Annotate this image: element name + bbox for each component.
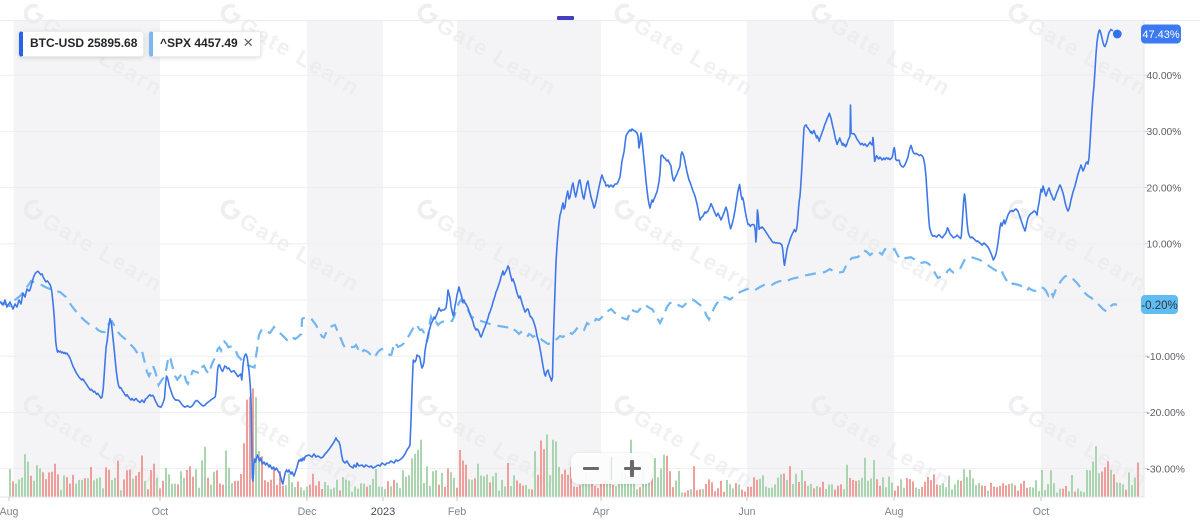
svg-text:Jun: Jun bbox=[738, 506, 755, 518]
svg-text:10.00%: 10.00% bbox=[1147, 240, 1182, 251]
svg-text:Apr: Apr bbox=[593, 506, 610, 518]
svg-text:30.00%: 30.00% bbox=[1147, 127, 1182, 138]
svg-text:-20.00%: -20.00% bbox=[1147, 408, 1185, 419]
svg-text:-10.00%: -10.00% bbox=[1147, 352, 1185, 363]
svg-text:Oct: Oct bbox=[1033, 506, 1050, 518]
svg-text:40.00%: 40.00% bbox=[1147, 71, 1182, 82]
svg-text:47.43%: 47.43% bbox=[1142, 29, 1180, 41]
svg-text:-0.20%: -0.20% bbox=[1141, 300, 1177, 312]
svg-text:2023: 2023 bbox=[371, 506, 395, 518]
svg-text:Aug: Aug bbox=[885, 506, 904, 518]
svg-text:Dec: Dec bbox=[298, 506, 318, 518]
svg-text:Oct: Oct bbox=[152, 506, 169, 518]
svg-text:-30.00%: -30.00% bbox=[1147, 464, 1185, 475]
svg-text:20.00%: 20.00% bbox=[1147, 183, 1182, 194]
svg-text:Feb: Feb bbox=[448, 506, 466, 518]
svg-text:Aug: Aug bbox=[0, 506, 19, 518]
